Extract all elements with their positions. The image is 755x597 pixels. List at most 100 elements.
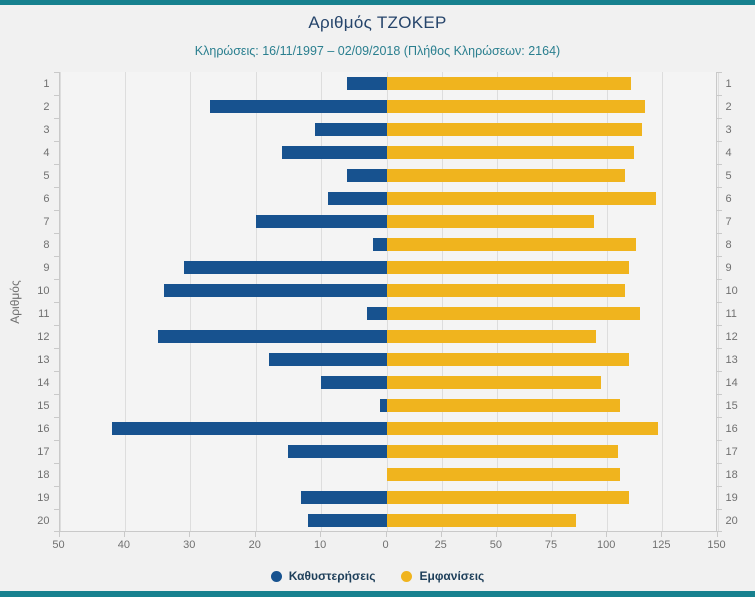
bar-delays[interactable] [209, 100, 387, 113]
gridline [190, 72, 192, 531]
y-axis-label-right: 11 [725, 307, 737, 320]
bar-delays[interactable] [321, 376, 387, 389]
bar-appearances[interactable] [386, 238, 636, 251]
gridline [321, 72, 323, 531]
bar-appearances[interactable] [386, 376, 601, 389]
legend-label-delays: Καθυστερήσεις [288, 569, 376, 583]
x-axis-label: 10 [313, 539, 327, 551]
gridline [441, 72, 443, 531]
y-axis-tick [53, 72, 59, 73]
y-axis-tick [53, 417, 59, 418]
y-axis-tick [716, 302, 722, 303]
y-axis-label-left: 5 [43, 169, 50, 182]
bar-delays[interactable] [164, 284, 387, 297]
gridline [255, 72, 257, 531]
y-axis-tick [53, 256, 59, 257]
y-axis-tick [716, 164, 722, 165]
y-axis-tick [53, 486, 59, 487]
bar-appearances[interactable] [386, 307, 641, 320]
y-axis-label-left: 18 [37, 468, 50, 481]
y-axis-tick [53, 141, 59, 142]
bar-appearances[interactable] [386, 284, 625, 297]
top-accent-bar [0, 0, 755, 5]
gridline [552, 72, 553, 531]
legend-item-delays[interactable]: Καθυστερήσεις [270, 569, 376, 583]
gridline [607, 72, 609, 531]
y-axis-label-left: 6 [43, 192, 50, 205]
x-axis-tick [440, 532, 442, 537]
bar-delays[interactable] [379, 399, 387, 412]
bar-delays[interactable] [347, 169, 387, 182]
bar-appearances[interactable] [386, 100, 645, 113]
bar-delays[interactable] [281, 146, 387, 159]
bar-appearances[interactable] [386, 192, 656, 205]
y-axis-tick [716, 187, 722, 188]
gridline [59, 72, 61, 531]
bar-delays[interactable] [373, 238, 387, 251]
legend-item-appearances[interactable]: Εμφανίσεις [401, 569, 484, 583]
bar-delays[interactable] [183, 261, 387, 274]
bar-delays[interactable] [366, 307, 387, 320]
chart: Αριθμός 1 2 3 4 5 6 7 8 9 10 11 12 13 14 15 16 17 18 19 20 … [5, 72, 751, 556]
x-axis-label: 30 [183, 539, 196, 551]
y-axis-tick [53, 233, 59, 234]
y-axis-label-right: 8 [725, 238, 732, 251]
legend-marker-delays-icon [270, 570, 282, 582]
bar-appearances[interactable] [386, 77, 632, 90]
plot-area [58, 72, 719, 532]
legend: Καθυστερήσεις Εμφανίσεις [0, 569, 755, 583]
y-axis-label-right: 14 [725, 376, 738, 389]
bar-delays[interactable] [314, 123, 387, 136]
legend-marker-appearances-icon [401, 570, 413, 582]
bar-appearances[interactable] [386, 468, 621, 481]
x-axis-tick [189, 532, 191, 537]
x-axis-tick [58, 532, 60, 537]
y-axis-tick [716, 233, 722, 234]
bar-delays[interactable] [157, 330, 387, 343]
x-axis-tick [254, 532, 256, 537]
bar-appearances[interactable] [386, 399, 621, 412]
bar-delays[interactable] [308, 514, 387, 527]
bar-appearances[interactable] [386, 422, 658, 435]
y-axis-tick [53, 118, 59, 119]
bar-appearances[interactable] [386, 146, 634, 159]
x-axis-label: 75 [544, 539, 558, 551]
bar-appearances[interactable] [386, 261, 630, 274]
y-axis-label-right: 19 [725, 491, 738, 504]
chart-subtitle: Κληρώσεις: 16/11/1997 – 02/09/2018 (Πλήθ… [194, 44, 561, 58]
bar-delays[interactable] [347, 77, 387, 90]
y-axis-tick [716, 394, 722, 395]
bar-appearances[interactable] [386, 123, 643, 136]
bar-delays[interactable] [288, 445, 387, 458]
y-axis-tick [53, 531, 59, 532]
y-axis-tick [716, 486, 722, 487]
y-axis-tick [716, 141, 722, 142]
y-axis-label-right: 6 [725, 192, 732, 205]
bottom-accent-bar [0, 591, 755, 597]
y-axis-label-right: 4 [725, 146, 732, 159]
bar-appearances[interactable] [386, 445, 619, 458]
bar-delays[interactable] [111, 422, 387, 435]
bar-appearances[interactable] [386, 353, 630, 366]
y-axis-label-right: 17 [725, 445, 738, 458]
y-axis-tick [53, 509, 59, 510]
x-axis-label: 50 [52, 539, 65, 551]
bar-appearances[interactable] [386, 491, 630, 504]
y-axis-tick [53, 394, 59, 395]
y-axis-tick [716, 463, 722, 464]
bar-appearances[interactable] [386, 169, 625, 182]
bar-appearances[interactable] [386, 514, 577, 527]
bar-delays[interactable] [255, 215, 387, 228]
y-axis-label-right: 2 [725, 100, 732, 113]
bar-appearances[interactable] [386, 330, 597, 343]
y-axis-tick [53, 95, 59, 96]
y-axis-label-left: 12 [37, 330, 50, 343]
bar-delays[interactable] [268, 353, 387, 366]
y-axis-tick [53, 463, 59, 464]
y-axis-label-right: 9 [725, 261, 732, 274]
y-axis-label-right: 3 [725, 123, 732, 136]
bar-delays[interactable] [327, 192, 387, 205]
bar-appearances[interactable] [386, 215, 594, 228]
y-axis-tick [716, 256, 722, 257]
bar-delays[interactable] [301, 491, 387, 504]
